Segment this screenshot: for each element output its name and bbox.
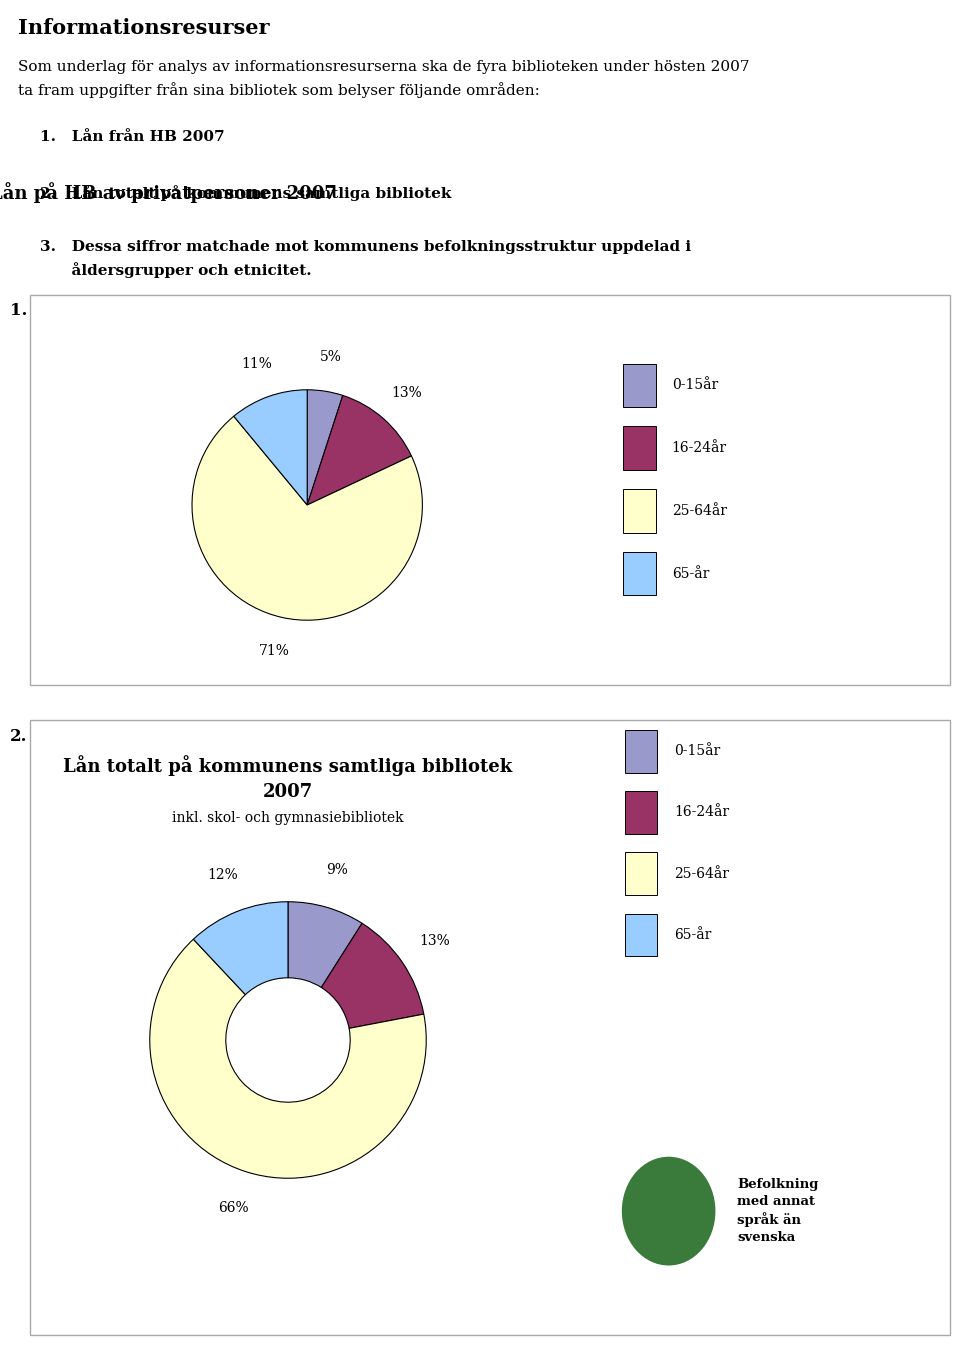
Text: 25-64år: 25-64år [672, 503, 727, 518]
Text: 3.   Dessa siffror matchade mot kommunens befolkningsstruktur uppdelad i: 3. Dessa siffror matchade mot kommunens … [40, 240, 691, 254]
Bar [625, 914, 657, 956]
Bar [623, 364, 656, 408]
Text: Lån totalt på kommunens samtliga bibliotek: Lån totalt på kommunens samtliga bibliot… [63, 756, 513, 776]
Text: 25-64år: 25-64år [675, 866, 730, 881]
Text: Lån på HB av privatpersoner 2007: Lån på HB av privatpersoner 2007 [0, 181, 337, 203]
Bar [625, 730, 657, 772]
Text: 2.   Lån totalt på kommunens samtliga bibliotek: 2. Lån totalt på kommunens samtliga bibl… [40, 186, 451, 201]
Wedge shape [192, 416, 422, 621]
Text: 2.: 2. [10, 728, 28, 745]
Wedge shape [150, 940, 426, 1178]
Text: 12%: 12% [207, 869, 238, 883]
Text: 13%: 13% [419, 933, 449, 948]
Bar [623, 552, 656, 596]
Wedge shape [307, 390, 343, 505]
Bar [623, 427, 656, 471]
Wedge shape [234, 390, 307, 505]
Ellipse shape [622, 1157, 715, 1266]
Text: 1.   Lån från HB 2007: 1. Lån från HB 2007 [40, 130, 225, 145]
Text: Informationsresurser: Informationsresurser [18, 18, 270, 38]
Bar [30, 295, 950, 685]
Bar [625, 791, 657, 833]
Text: ta fram uppgifter från sina bibliotek som belyser följande områden:: ta fram uppgifter från sina bibliotek so… [18, 82, 540, 98]
Bar [30, 720, 950, 1335]
Text: 13%: 13% [391, 386, 421, 400]
Text: 66%: 66% [218, 1202, 249, 1215]
Wedge shape [307, 396, 412, 505]
Wedge shape [322, 923, 423, 1028]
Text: 65-år: 65-år [675, 928, 712, 941]
Text: 71%: 71% [259, 644, 290, 659]
Wedge shape [288, 902, 362, 988]
Text: 2007: 2007 [263, 783, 313, 801]
Text: inkl. skol- och gymnasiebibliotek: inkl. skol- och gymnasiebibliotek [172, 812, 404, 825]
Text: 16-24år: 16-24år [675, 805, 730, 820]
Wedge shape [193, 902, 288, 994]
Text: Befolkning
med annat
språk än
svenska: Befolkning med annat språk än svenska [737, 1177, 819, 1244]
Bar [623, 490, 656, 533]
Text: åldersgrupper och etnicitet.: åldersgrupper och etnicitet. [40, 262, 312, 278]
Text: 11%: 11% [241, 357, 272, 371]
Text: 65-år: 65-år [672, 566, 709, 581]
Text: 16-24år: 16-24år [672, 441, 727, 456]
Text: 0-15år: 0-15år [672, 378, 718, 393]
Text: 9%: 9% [326, 863, 348, 877]
Text: 0-15år: 0-15år [675, 745, 721, 758]
Text: Som underlag för analys av informationsresurserna ska de fyra biblioteken under : Som underlag för analys av informationsr… [18, 60, 750, 74]
Text: 5%: 5% [320, 351, 342, 364]
Bar [625, 852, 657, 895]
Text: 1.: 1. [10, 301, 28, 319]
